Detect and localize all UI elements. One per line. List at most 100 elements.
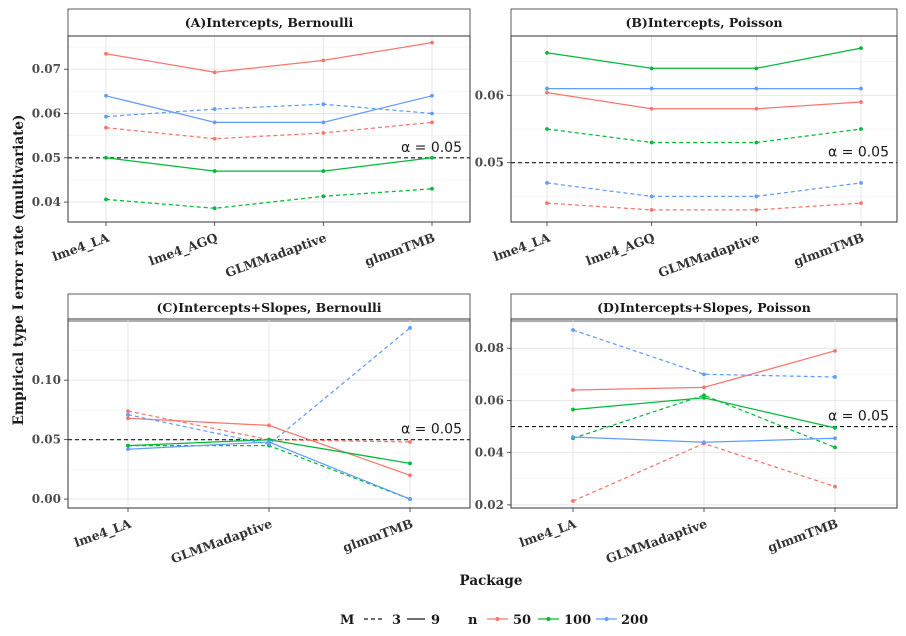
panel-a-point-n100-m3-0 bbox=[104, 197, 108, 202]
panel-b-series-n100-m9 bbox=[546, 47, 862, 69]
panel-d-ytick-label-3: 0.08 bbox=[475, 341, 504, 355]
panel-b-alpha-label: α = 0.05 bbox=[828, 145, 889, 161]
panel-c-point-n100-m9-2 bbox=[408, 461, 412, 466]
panel-c-ytick-label-2: 0.10 bbox=[32, 373, 61, 387]
panel-a-point-n50-m9-2 bbox=[321, 58, 326, 63]
panel-b-point-n200-m9-1 bbox=[649, 86, 654, 91]
panel-c-point-n200-m9-2 bbox=[408, 497, 412, 501]
panel-b-point-n100-m9-0 bbox=[545, 50, 549, 55]
panel-b-title-strip bbox=[510, 8, 898, 37]
panel-a-title-strip bbox=[67, 8, 471, 37]
panel-a-series-n100-m9 bbox=[105, 157, 433, 172]
panel-d-point-n50-m3-2 bbox=[833, 484, 837, 489]
panel-c-border bbox=[67, 318, 471, 509]
panel-c-title: (C)Intercepts+Slopes, Bernoulli bbox=[156, 300, 381, 315]
panel-a-point-n200-m9-0 bbox=[104, 93, 108, 98]
legend-m-title: M bbox=[340, 613, 354, 628]
legend: M 3 9 n 50 100 200 bbox=[340, 613, 648, 628]
panel-b-point-n200-m3-0 bbox=[545, 181, 549, 185]
panel-c-point-n50-m9-0 bbox=[126, 416, 130, 421]
panel-a-series-n100-m3 bbox=[105, 188, 433, 209]
legend-n50-label: 50 bbox=[513, 613, 531, 628]
panel-a-point-n50-m3-0 bbox=[104, 125, 108, 130]
panel-a-point-n200-m9-3 bbox=[430, 93, 434, 98]
panel-b-point-n50-m9-3 bbox=[859, 100, 863, 104]
panel-a-point-n100-m3-2 bbox=[321, 194, 326, 199]
panel-a-point-n100-m9-3 bbox=[430, 155, 434, 160]
panel-a-series-n50-m3 bbox=[105, 121, 433, 140]
panel-a-title: (A)Intercepts, Bernoulli bbox=[185, 15, 354, 30]
panel-b-point-n200-m3-1 bbox=[649, 194, 654, 199]
panel-c-point-n200-m3-1 bbox=[267, 442, 271, 447]
panel-a-border bbox=[67, 35, 471, 223]
panel-c-point-n200-m9-0 bbox=[126, 447, 130, 452]
legend-m3-label: 3 bbox=[392, 613, 401, 628]
panel-a-point-n50-m9-1 bbox=[212, 70, 217, 75]
panel-c-point-n50-m9-2 bbox=[408, 473, 412, 478]
legend-n100-swatch bbox=[538, 617, 559, 621]
panel-b-point-n200-m3-2 bbox=[754, 194, 759, 199]
panel-d-title-strip bbox=[510, 293, 898, 322]
panel-d-point-n200-m9-2 bbox=[833, 436, 837, 441]
panel-c-point-n200-m3-0 bbox=[126, 412, 130, 417]
panel-c-point-n200-m3-2 bbox=[408, 326, 412, 330]
panel-b-point-n200-m3-3 bbox=[859, 181, 863, 185]
panel-d-series-n200-m3 bbox=[572, 329, 836, 378]
panel-d-ytick-label-1: 0.04 bbox=[475, 446, 504, 460]
panel-d-point-n50-m3-0 bbox=[571, 499, 575, 503]
panel-a-point-n200-m3-0 bbox=[104, 114, 108, 119]
panel-b-point-n100-m3-0 bbox=[545, 127, 549, 131]
panel-b-border bbox=[510, 35, 898, 223]
legend-n200-label: 200 bbox=[621, 613, 648, 628]
panel-d-point-n100-m3-1 bbox=[702, 393, 706, 398]
panel-a-ytick-label-0: 0.04 bbox=[32, 195, 61, 209]
panel-b-point-n100-m9-1 bbox=[649, 66, 654, 71]
panel-a-point-n50-m9-3 bbox=[430, 40, 434, 45]
panel-b-point-n50-m9-0 bbox=[545, 90, 549, 95]
panel-b-series-n50-m9 bbox=[546, 91, 862, 110]
panel-a-point-n100-m3-1 bbox=[212, 206, 217, 211]
x-axis-label: Package bbox=[460, 573, 523, 589]
panel-d-point-n100-m9-2 bbox=[833, 425, 837, 430]
panel-c-alpha-label: α = 0.05 bbox=[401, 422, 462, 438]
panel-b-point-n100-m9-3 bbox=[859, 46, 863, 51]
panel-b-point-n50-m9-2 bbox=[754, 106, 759, 111]
panel-a-point-n200-m3-1 bbox=[212, 107, 217, 111]
panel-b-point-n100-m9-2 bbox=[754, 66, 759, 71]
panel-b-point-n50-m3-2 bbox=[754, 207, 759, 212]
panel-c-series-n200-m3 bbox=[127, 327, 411, 446]
legend-m9-label: 9 bbox=[431, 613, 440, 628]
legend-n-title: n bbox=[468, 613, 478, 628]
panel-c-point-n50-m3-0 bbox=[126, 409, 130, 414]
panel-a-point-n50-m3-1 bbox=[212, 136, 217, 141]
panel-d-point-n50-m9-1 bbox=[702, 385, 706, 390]
panel-a-point-n100-m9-1 bbox=[212, 169, 217, 173]
panel-d-point-n200-m3-2 bbox=[833, 375, 837, 379]
panel-d-title: (D)Intercepts+Slopes, Poisson bbox=[597, 300, 811, 315]
panel-a-point-n200-m9-2 bbox=[321, 120, 326, 125]
panel-c-point-n100-m3-0 bbox=[126, 443, 130, 448]
panel-b-point-n100-m3-1 bbox=[649, 140, 654, 145]
panel-c-point-n50-m3-2 bbox=[408, 440, 412, 444]
panel-b-point-n50-m3-1 bbox=[649, 207, 654, 212]
legend-n50-swatch bbox=[487, 617, 508, 621]
panel-b-title: (B)Intercepts, Poisson bbox=[625, 15, 782, 30]
panel-d-point-n100-m9-0 bbox=[571, 407, 575, 412]
panel-d: (D)Intercepts+Slopes, Poisson 0.02 0.04 0.0… bbox=[475, 293, 898, 566]
panel-d-ytick-label-2: 0.06 bbox=[475, 393, 504, 407]
panel-a-alpha-label: α = 0.05 bbox=[401, 140, 462, 156]
panel-d-point-n50-m9-0 bbox=[571, 388, 575, 392]
panel-d-alpha-label: α = 0.05 bbox=[828, 409, 889, 425]
panel-b-point-n100-m3-2 bbox=[754, 140, 759, 145]
panel-a-point-n200-m3-2 bbox=[321, 102, 326, 107]
panel-d-border bbox=[510, 318, 898, 509]
panel-a-point-n50-m3-3 bbox=[430, 120, 434, 125]
panel-b-series-n200-m3 bbox=[546, 182, 862, 198]
panel-b-point-n200-m9-2 bbox=[754, 86, 759, 91]
panel-d-point-n200-m3-1 bbox=[702, 372, 706, 377]
legend-n200-swatch bbox=[596, 617, 617, 621]
panel-c-title-strip bbox=[67, 293, 471, 322]
panel-d-point-n200-m9-1 bbox=[702, 440, 706, 445]
panel-b-ytick-label-0: 0.05 bbox=[475, 156, 504, 170]
panel-a-point-n50-m9-0 bbox=[104, 51, 108, 56]
